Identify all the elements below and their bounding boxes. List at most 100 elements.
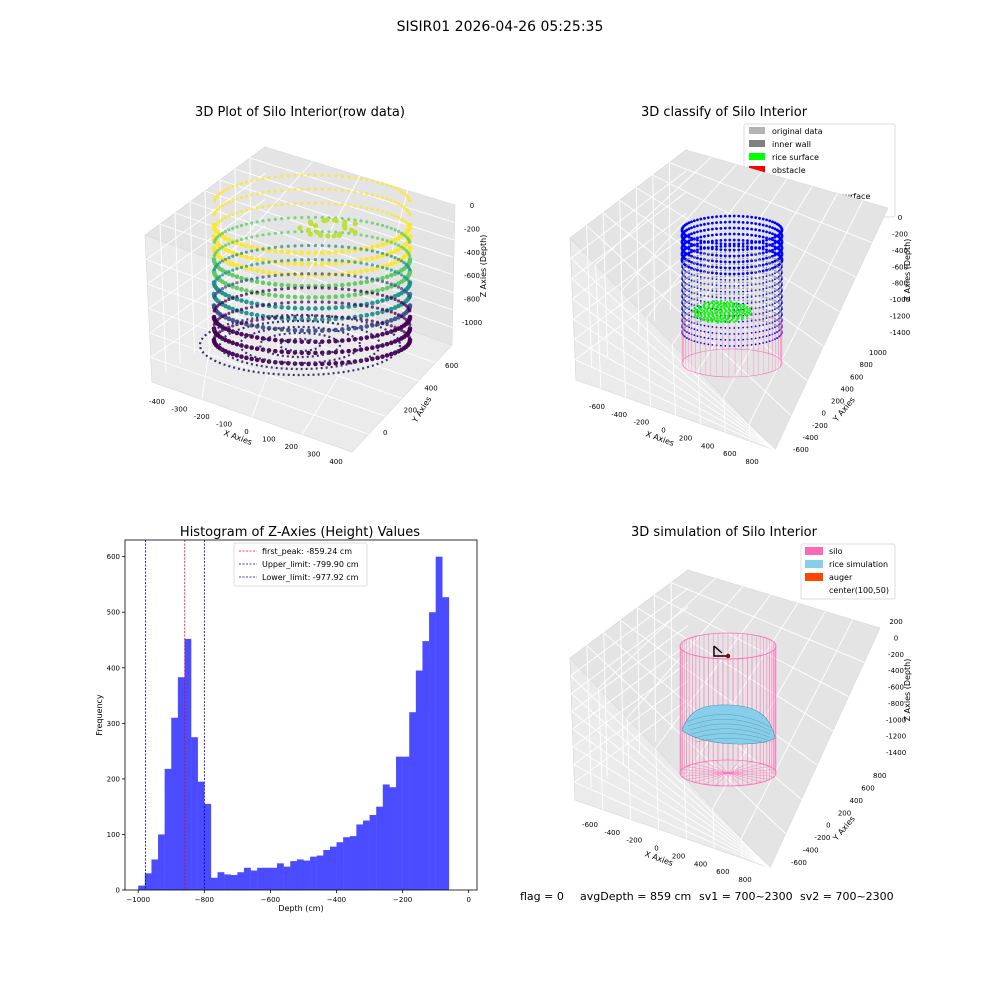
raw-point xyxy=(227,270,231,274)
raw-point xyxy=(231,324,235,328)
raw-point xyxy=(279,349,285,355)
classify-point xyxy=(686,307,688,309)
classify-point xyxy=(699,257,703,261)
classify-point xyxy=(758,289,761,292)
simulation-y-tick: 600 xyxy=(861,784,874,792)
classify-point xyxy=(750,215,754,219)
raw-point xyxy=(255,262,259,266)
raw-point xyxy=(216,221,220,225)
classify-point xyxy=(750,282,753,285)
classify-point xyxy=(737,287,740,290)
raw-point xyxy=(227,325,231,329)
raw-point xyxy=(250,179,254,183)
classify-y-tick: 0 xyxy=(822,410,826,418)
raw-point xyxy=(384,353,390,358)
classify-point xyxy=(742,326,745,329)
raw-point xyxy=(327,187,331,192)
raw-point xyxy=(280,202,284,207)
rice-surface-point xyxy=(723,319,726,323)
classify-point xyxy=(776,325,778,327)
classify-point xyxy=(724,338,727,341)
raw-point xyxy=(306,173,311,177)
classify-point xyxy=(750,331,753,334)
classify-point xyxy=(684,272,687,274)
raw-point xyxy=(359,177,363,181)
simulation-z-tick: -400 xyxy=(888,667,904,675)
classify-point xyxy=(765,308,768,311)
raw-point xyxy=(249,244,254,250)
raw-point xyxy=(231,296,235,300)
raw-point xyxy=(358,313,364,319)
classify-point xyxy=(703,342,706,345)
classify-point xyxy=(774,302,776,305)
classify-point xyxy=(773,245,777,249)
classify-point xyxy=(682,273,685,276)
raw-point xyxy=(389,268,393,272)
raw-point xyxy=(385,225,389,229)
classify-point xyxy=(774,290,776,293)
classify-x-tick: 600 xyxy=(723,450,736,458)
classify-point xyxy=(699,272,702,274)
raw-point xyxy=(393,325,397,329)
classify-point xyxy=(776,283,778,285)
simulation-z-tick: 0 xyxy=(894,634,898,642)
classify-point xyxy=(750,288,753,291)
raw-point xyxy=(339,349,345,355)
raw-floor-ring xyxy=(258,331,342,359)
raw-point xyxy=(239,307,244,311)
classify-point xyxy=(750,300,753,303)
classify-point xyxy=(684,260,687,262)
classify-point xyxy=(684,266,687,268)
classify-point xyxy=(774,278,776,281)
classify-point xyxy=(693,285,696,288)
raw-point xyxy=(364,335,370,340)
raw-point xyxy=(399,314,404,318)
raw-point xyxy=(313,295,318,300)
classify-point xyxy=(737,275,740,278)
classify-point xyxy=(746,253,749,257)
classify-point xyxy=(780,281,783,284)
classify-point xyxy=(715,281,718,284)
classify-point xyxy=(758,253,761,256)
raw-point xyxy=(250,305,254,309)
classify-point xyxy=(696,335,699,338)
classify-point xyxy=(719,260,723,264)
classify-point xyxy=(746,247,749,251)
classify-point xyxy=(688,311,690,314)
classify-point xyxy=(737,220,741,224)
classify-point xyxy=(711,276,714,279)
silo-wire xyxy=(727,772,741,786)
raw-point xyxy=(402,247,406,251)
classify-point xyxy=(774,287,776,290)
raw-point xyxy=(273,217,277,221)
raw-point xyxy=(254,335,260,340)
raw-point xyxy=(396,281,401,286)
classify-point xyxy=(696,256,699,260)
classify-point xyxy=(684,284,687,286)
raw-point xyxy=(384,341,390,347)
legend-label: auger xyxy=(829,573,853,582)
classify-point xyxy=(728,269,731,271)
classify-point xyxy=(733,299,736,301)
classify-point xyxy=(742,332,745,335)
classify-point xyxy=(719,226,723,230)
raw-point xyxy=(293,187,297,192)
classify-point xyxy=(703,277,706,280)
raw-point xyxy=(220,190,225,194)
classify-point xyxy=(777,284,780,286)
raw-point xyxy=(319,317,325,322)
classify-point xyxy=(774,281,776,284)
classify-point xyxy=(774,263,776,266)
legend-label: first_peak: -859.24 cm xyxy=(262,547,352,556)
raw-point xyxy=(375,243,380,249)
classify-point xyxy=(750,245,754,249)
x-tick-label: −1000 xyxy=(126,896,150,904)
classify-point xyxy=(719,244,723,248)
raw-point xyxy=(327,244,331,248)
raw-point xyxy=(380,279,385,283)
classify-point xyxy=(696,254,699,257)
classify-point xyxy=(761,223,765,227)
classify-point xyxy=(777,266,780,268)
legend-label: original data xyxy=(772,127,823,136)
classify-point xyxy=(754,337,757,340)
